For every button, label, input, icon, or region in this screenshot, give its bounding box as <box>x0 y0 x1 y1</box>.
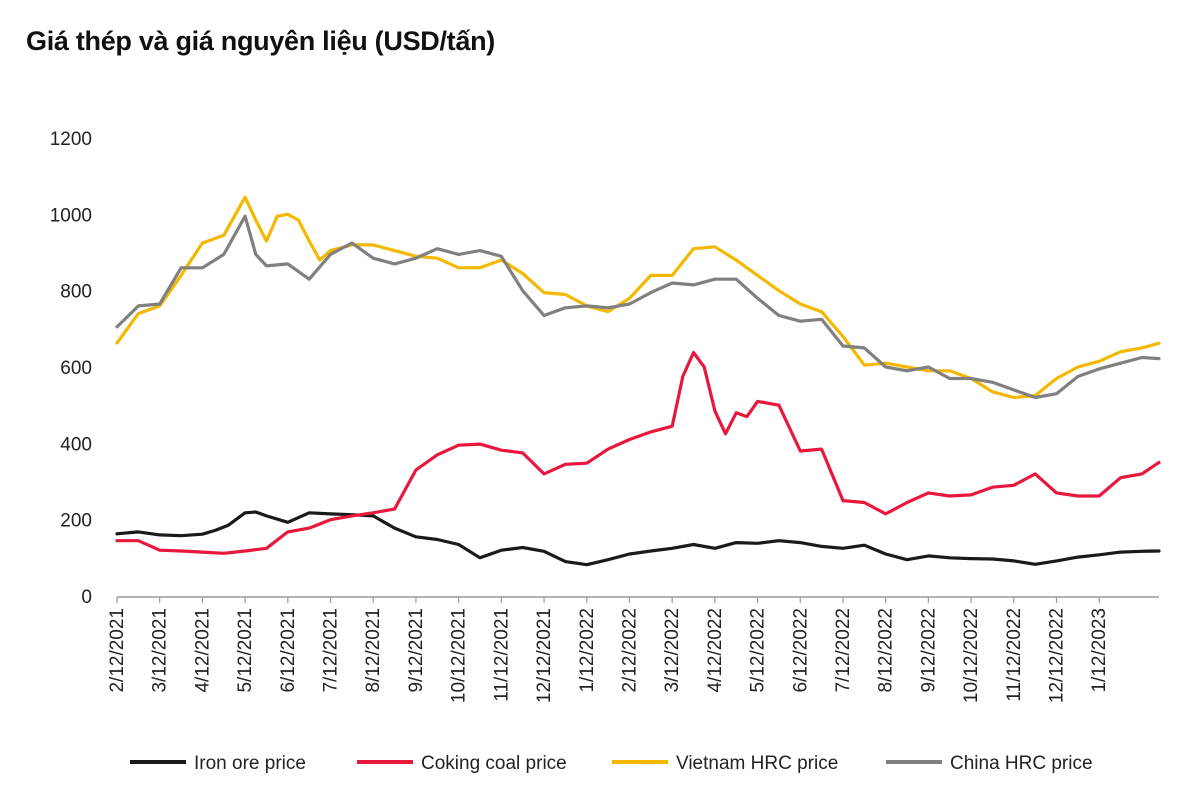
x-tick-label: 7/12/2021 <box>321 608 342 693</box>
x-tick-label: 8/12/2021 <box>363 608 384 693</box>
x-tick-label: 3/12/2022 <box>662 608 683 693</box>
x-tick-label: 6/12/2022 <box>790 608 811 693</box>
y-tick-label: 600 <box>60 358 92 379</box>
legend: Iron ore price Coking coal price Vietnam H… <box>130 753 1093 774</box>
series-line-coking-coal-price <box>115 350 1161 555</box>
x-tick-label: 12/12/2022 <box>1047 608 1068 703</box>
series-line-iron-ore-price <box>115 510 1161 567</box>
y-tick-label: 400 <box>60 434 92 455</box>
x-tick-label: 3/12/2021 <box>150 608 171 693</box>
y-tick-label: 200 <box>60 511 92 532</box>
legend-label: China HRC price <box>950 753 1093 774</box>
x-tick-label: 9/12/2021 <box>406 608 427 693</box>
x-tick-label: 5/12/2021 <box>235 608 256 693</box>
x-tick-label: 7/12/2022 <box>833 608 854 693</box>
x-tick-label: 8/12/2022 <box>876 608 897 693</box>
x-tick-label: 9/12/2022 <box>918 608 939 693</box>
x-tick-label: 4/12/2022 <box>705 608 726 693</box>
x-tick-label: 6/12/2021 <box>278 608 299 693</box>
x-tick-label: 11/12/2022 <box>1004 608 1025 702</box>
series-line-china-hrc-price <box>115 214 1161 400</box>
legend-label: Coking coal price <box>421 753 567 774</box>
legend-label: Iron ore price <box>194 753 306 774</box>
x-tick-label: 4/12/2021 <box>192 608 213 693</box>
y-tick-label: 1000 <box>50 205 92 226</box>
y-axis: 0 200 400 600 800 1000 1200 <box>50 129 92 608</box>
x-axis: 2/12/2021 3/12/2021 4/12/2021 5/12/2021 6/12… <box>107 596 1159 703</box>
series-line-vietnam-hrc-price <box>115 195 1161 400</box>
x-tick-label: 12/12/2021 <box>534 608 555 703</box>
y-tick-label: 1200 <box>50 129 92 150</box>
x-tick-label: 2/12/2021 <box>107 608 128 693</box>
x-tick-label: 11/12/2021 <box>491 608 512 702</box>
x-tick-label: 2/12/2022 <box>619 608 640 693</box>
chart-title: Giá thép và giá nguyên liệu (USD/tấn) <box>26 26 495 56</box>
y-tick-label: 800 <box>60 282 92 303</box>
legend-label: Vietnam HRC price <box>676 753 838 774</box>
x-tick-label: 1/12/2022 <box>577 608 598 693</box>
x-tick-label: 10/12/2022 <box>961 608 982 703</box>
x-tick-label: 5/12/2022 <box>748 608 769 693</box>
series-layer <box>115 195 1161 567</box>
x-tick-label: 10/12/2021 <box>449 608 470 703</box>
x-tick-label: 1/12/2023 <box>1089 608 1110 693</box>
y-tick-label: 0 <box>81 587 92 608</box>
